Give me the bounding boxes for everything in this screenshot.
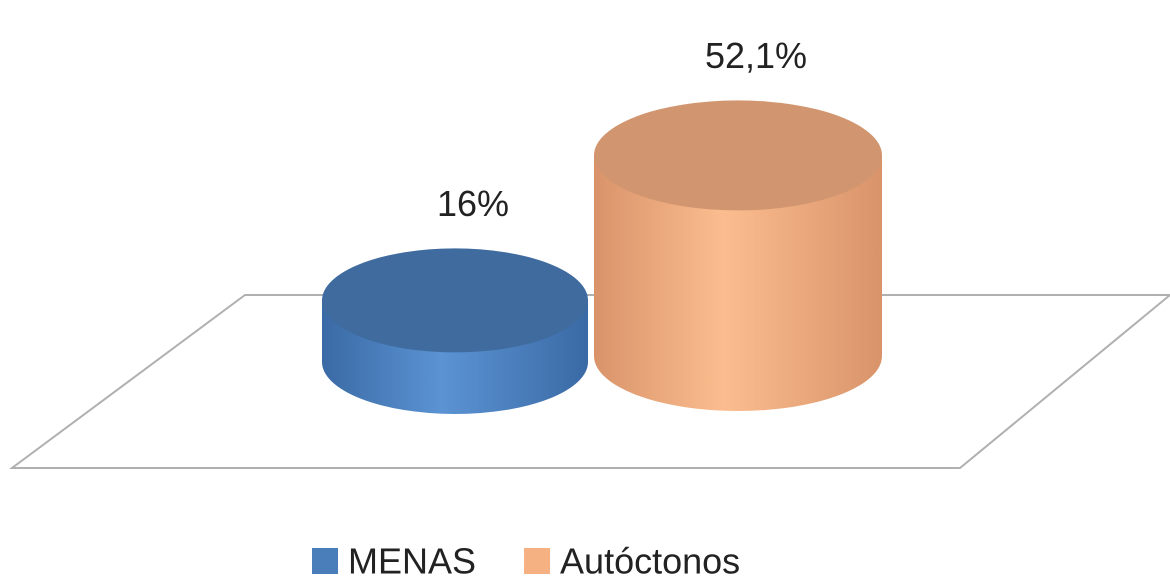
cylinder-top xyxy=(322,248,588,353)
cylinder xyxy=(594,155,882,411)
legend-label: MENAS xyxy=(348,541,476,582)
data-label: 16% xyxy=(437,183,509,224)
legend-label: Autóctonos xyxy=(560,541,740,582)
floor xyxy=(8,294,1170,469)
legend-swatch xyxy=(524,548,551,574)
cylinder-top xyxy=(594,100,882,211)
legend-swatch xyxy=(312,548,338,574)
data-label: 52,1% xyxy=(705,35,807,76)
